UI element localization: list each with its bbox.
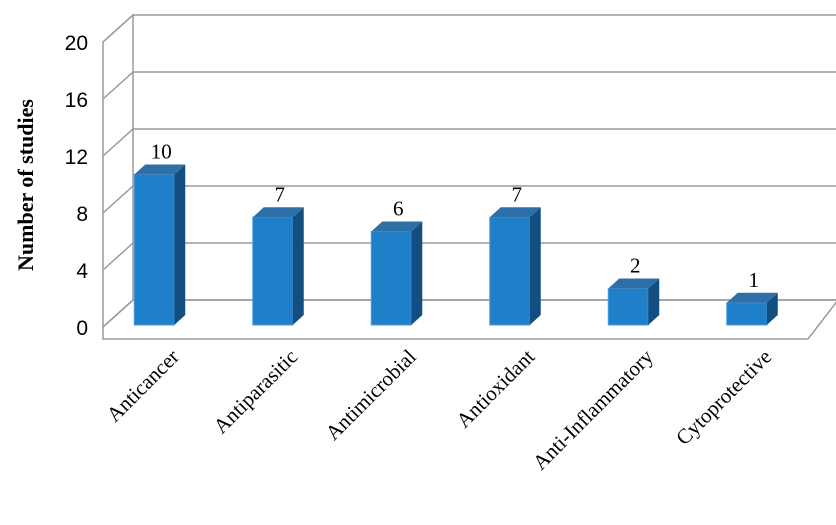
bar-front — [726, 302, 768, 326]
y-axis-label: Number of studies — [13, 99, 38, 271]
gridline — [102, 299, 836, 328]
bar — [252, 207, 304, 326]
bar-side — [292, 207, 304, 325]
category-label: Anticancer — [102, 345, 184, 427]
data-label: 1 — [749, 268, 760, 292]
bar-top — [608, 278, 660, 289]
bar-top — [371, 221, 423, 232]
bar — [133, 164, 186, 326]
data-label: 2 — [630, 254, 641, 278]
bar-front — [607, 288, 649, 326]
chart-walls — [102, 13, 836, 340]
data-label: 7 — [512, 182, 523, 206]
data-label: 7 — [275, 182, 286, 206]
gridline — [102, 71, 836, 100]
y-tick-label: 4 — [76, 260, 88, 283]
bar-front — [489, 216, 531, 326]
category-label: Antiparasitic — [209, 345, 303, 439]
bar-side — [648, 278, 660, 325]
bar — [370, 221, 423, 326]
data-labels: 10 7 6 7 2 1 — [151, 140, 759, 292]
gridline — [102, 128, 836, 157]
category-label: Anti-Inflammatory — [528, 344, 658, 474]
bar-side — [766, 292, 778, 325]
bar — [607, 278, 660, 326]
y-tick-label: 0 — [76, 317, 88, 340]
gridline — [102, 14, 836, 43]
category-label: Antimicrobial — [321, 344, 421, 444]
gridlines — [102, 14, 836, 328]
bar-front — [370, 231, 412, 326]
bar-top — [726, 292, 778, 303]
bar-side — [411, 221, 423, 325]
y-axis-ticks: 0 4 8 12 16 20 — [65, 32, 89, 340]
floor — [102, 299, 836, 340]
y-tick-label: 12 — [65, 146, 88, 169]
bar — [726, 292, 778, 326]
category-label: Cytoprotective — [671, 345, 776, 450]
bar — [489, 207, 541, 326]
data-label: 10 — [151, 140, 172, 164]
bar-front — [133, 174, 175, 326]
bar-top — [252, 207, 304, 218]
category-label: Antioxidant — [451, 344, 539, 432]
side-wall — [102, 13, 134, 329]
bar-top — [134, 164, 186, 175]
bar-front — [252, 216, 294, 326]
bars — [133, 164, 778, 326]
gridline — [102, 242, 836, 271]
bar-side — [174, 164, 186, 325]
y-tick-label: 8 — [76, 203, 88, 226]
category-labels: Anticancer Antiparasitic Antimicrobial Anti… — [102, 344, 777, 474]
data-label: 6 — [393, 197, 404, 221]
bar-side — [529, 207, 541, 325]
bar-top — [489, 207, 541, 218]
y-tick-label: 16 — [65, 89, 88, 112]
y-tick-label: 20 — [65, 32, 88, 55]
gridline — [102, 185, 836, 214]
